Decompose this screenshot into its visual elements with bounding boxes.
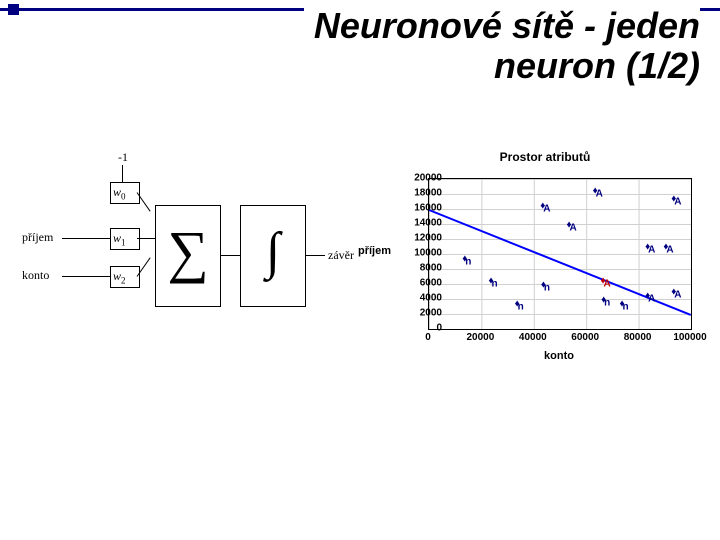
data-point: ♦ A (569, 222, 576, 233)
data-point: ♦ n (604, 297, 610, 308)
title-bullet (8, 4, 19, 15)
data-point: ♦ n (544, 282, 550, 293)
data-point: ♦ A (648, 245, 655, 256)
data-point: ♦ A (674, 290, 681, 301)
x-tick: 20000 (466, 332, 494, 343)
y-tick: 2000 (420, 308, 442, 319)
y-tick: 4000 (420, 293, 442, 304)
data-point: ♦ n (465, 256, 471, 267)
y-tick: 10000 (414, 248, 442, 259)
chart-title: Prostor atributů (380, 150, 710, 164)
bias-wire (122, 165, 123, 183)
data-point: ♦ A (674, 196, 681, 207)
y-axis-label: příjem (358, 245, 391, 257)
w1-wire (137, 238, 155, 239)
weight-w1: w1 (110, 228, 140, 250)
data-point: ♦ A (543, 204, 550, 215)
x-tick: 100000 (673, 332, 706, 343)
y-tick: 6000 (420, 278, 442, 289)
y-tick: 14000 (414, 218, 442, 229)
data-point: ♦ n (622, 301, 628, 312)
x-tick: 80000 (624, 332, 652, 343)
neuron-diagram: -1 w0 příjem w1 konto w2 ∑ ∫ závěr (20, 150, 360, 380)
sum-to-act-wire (220, 255, 240, 256)
data-point: ♦ n (518, 301, 524, 312)
plot-area: ♦ A ♦ A ♦ A ♦ A ♦ A ♦ A ♦ A ♦ A ♦ n ♦ n ♦ n ♦ n ♦ n ♦… (428, 178, 692, 330)
input1-wire (62, 238, 110, 239)
x-axis-label: konto (428, 350, 690, 362)
activation-box: ∫ (240, 205, 306, 307)
data-point: ♦ A (648, 294, 655, 305)
title-line2: neuron (1/2) (494, 45, 700, 86)
bias-label: -1 (118, 150, 128, 165)
output-wire (305, 255, 325, 256)
y-tick: 12000 (414, 233, 442, 244)
data-point: ♦ A (604, 279, 611, 290)
x-tick: 60000 (571, 332, 599, 343)
y-tick: 20000 (414, 173, 442, 184)
y-tick: 18000 (414, 188, 442, 199)
title-line1: Neuronové sítě - jeden (314, 5, 700, 46)
y-tick: 8000 (420, 263, 442, 274)
x-tick: 40000 (519, 332, 547, 343)
data-point: ♦ A (666, 245, 673, 256)
sum-box: ∑ (155, 205, 221, 307)
data-point: ♦ n (491, 279, 497, 290)
x-tick: 0 (425, 332, 431, 343)
input2-wire (62, 276, 110, 277)
data-point: ♦ A (596, 189, 603, 200)
weight-w2: w2 (110, 266, 140, 288)
y-tick: 16000 (414, 203, 442, 214)
y-tick: 0 (436, 323, 442, 334)
scatter-chart: Prostor atributů příjem ♦ A♦ A♦ A♦ A♦ A♦… (380, 150, 710, 380)
input1-label: příjem (22, 230, 53, 245)
weight-w0: w0 (110, 182, 140, 204)
page-title: Neuronové sítě - jeden neuron (1/2) (304, 6, 700, 85)
output-label: závěr (328, 248, 354, 263)
input2-label: konto (22, 268, 49, 283)
